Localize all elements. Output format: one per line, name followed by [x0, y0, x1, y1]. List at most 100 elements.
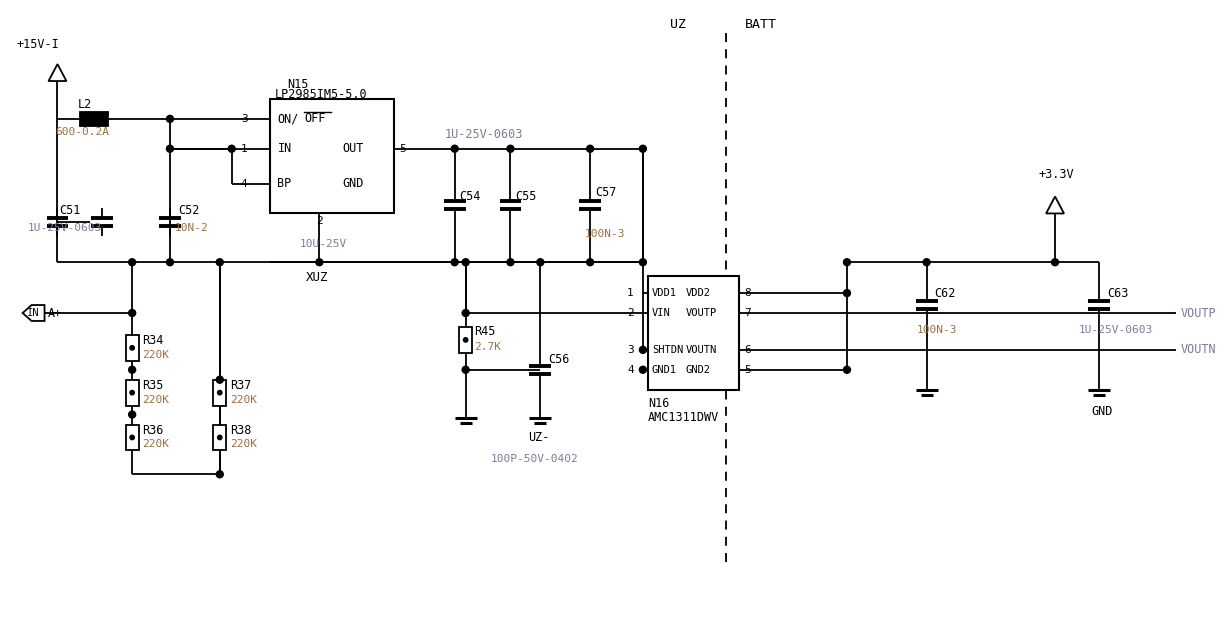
- Circle shape: [166, 259, 173, 266]
- Text: VOUTN: VOUTN: [685, 345, 717, 355]
- Circle shape: [218, 435, 221, 440]
- Text: 7: 7: [744, 308, 752, 318]
- Text: 2.7K: 2.7K: [474, 342, 501, 352]
- Text: N16: N16: [648, 397, 669, 410]
- Text: VDD2: VDD2: [685, 288, 711, 298]
- Circle shape: [844, 259, 850, 266]
- Circle shape: [844, 290, 850, 296]
- Circle shape: [640, 347, 646, 354]
- Text: 3: 3: [241, 114, 247, 124]
- Circle shape: [218, 391, 221, 395]
- Text: 5: 5: [399, 144, 406, 154]
- Text: R34: R34: [143, 334, 164, 347]
- Text: C56: C56: [549, 354, 569, 366]
- Circle shape: [640, 145, 646, 152]
- Text: 100P-50V-0402: 100P-50V-0402: [491, 454, 578, 464]
- Bar: [125, 335, 139, 361]
- Text: SHTDN: SHTDN: [652, 345, 683, 355]
- Circle shape: [924, 259, 930, 266]
- Circle shape: [216, 376, 223, 383]
- Text: 220K: 220K: [143, 350, 169, 360]
- Circle shape: [216, 471, 223, 478]
- Circle shape: [587, 145, 594, 152]
- Circle shape: [130, 435, 134, 440]
- Circle shape: [129, 259, 135, 266]
- Text: GND: GND: [1091, 405, 1112, 418]
- Circle shape: [451, 259, 459, 266]
- Text: N15: N15: [288, 77, 309, 90]
- Text: GND2: GND2: [685, 365, 711, 375]
- Circle shape: [640, 366, 646, 373]
- Circle shape: [166, 145, 173, 152]
- Polygon shape: [22, 305, 44, 321]
- Text: 1U-25V-0603: 1U-25V-0603: [1079, 325, 1154, 335]
- Circle shape: [451, 145, 459, 152]
- Polygon shape: [1046, 197, 1064, 214]
- Circle shape: [166, 116, 173, 122]
- Circle shape: [129, 366, 135, 373]
- Text: 600-0.2A: 600-0.2A: [55, 127, 109, 137]
- Text: 2: 2: [627, 308, 633, 318]
- Bar: [648, 276, 739, 389]
- Text: 1: 1: [241, 144, 247, 154]
- Text: 5: 5: [744, 365, 752, 375]
- Bar: [125, 425, 139, 450]
- Text: GND: GND: [342, 177, 364, 190]
- Text: 4: 4: [627, 365, 633, 375]
- Text: +15V-I: +15V-I: [17, 38, 59, 51]
- Text: R38: R38: [230, 424, 251, 437]
- Text: 1: 1: [627, 288, 633, 298]
- Text: UZ-: UZ-: [529, 431, 550, 444]
- Circle shape: [462, 366, 469, 373]
- Circle shape: [462, 259, 469, 266]
- Text: R45: R45: [474, 325, 494, 338]
- Text: 1U-25V-0603: 1U-25V-0603: [445, 128, 523, 141]
- Bar: [269, 99, 394, 214]
- Text: C62: C62: [935, 286, 956, 300]
- Text: C63: C63: [1107, 286, 1128, 300]
- Text: A+: A+: [48, 306, 62, 320]
- Text: BP: BP: [278, 177, 292, 190]
- Text: R36: R36: [143, 424, 164, 437]
- Text: 4: 4: [241, 178, 247, 188]
- Circle shape: [229, 145, 235, 152]
- Bar: [80, 112, 108, 126]
- Polygon shape: [48, 64, 66, 81]
- Text: OFF: OFF: [304, 112, 326, 126]
- Circle shape: [464, 338, 467, 342]
- Text: R35: R35: [143, 379, 164, 392]
- Text: +3.3V: +3.3V: [1038, 168, 1074, 181]
- Circle shape: [462, 310, 469, 317]
- Text: 8: 8: [744, 288, 752, 298]
- Circle shape: [587, 259, 594, 266]
- Text: 220K: 220K: [143, 440, 169, 450]
- Text: BATT: BATT: [744, 18, 776, 31]
- Bar: [213, 380, 226, 406]
- Text: C54: C54: [460, 190, 481, 203]
- Text: IN: IN: [27, 308, 39, 318]
- Text: VIN: VIN: [652, 308, 670, 318]
- Text: C51: C51: [59, 204, 81, 217]
- Text: LP2985IM5-5.0: LP2985IM5-5.0: [274, 89, 367, 102]
- Text: 220K: 220K: [230, 394, 257, 404]
- Text: VOUTP: VOUTP: [1181, 306, 1216, 320]
- Text: GND1: GND1: [652, 365, 676, 375]
- Text: 3: 3: [627, 345, 633, 355]
- Text: R37: R37: [230, 379, 251, 392]
- Circle shape: [130, 345, 134, 350]
- Text: 100N-3: 100N-3: [916, 325, 957, 335]
- Text: 220K: 220K: [143, 394, 169, 404]
- Text: XUZ: XUZ: [306, 271, 328, 284]
- Text: VOUTP: VOUTP: [685, 308, 717, 318]
- Text: 10N-2: 10N-2: [175, 224, 209, 234]
- Text: UZ: UZ: [670, 18, 686, 31]
- Text: 2: 2: [316, 217, 323, 227]
- Bar: [125, 380, 139, 406]
- Circle shape: [536, 259, 544, 266]
- Text: 1U-25V-0603: 1U-25V-0603: [27, 224, 102, 234]
- Text: 220K: 220K: [230, 440, 257, 450]
- Text: 6: 6: [744, 345, 752, 355]
- Bar: [459, 327, 472, 353]
- Circle shape: [844, 366, 850, 373]
- Text: IN: IN: [278, 142, 292, 155]
